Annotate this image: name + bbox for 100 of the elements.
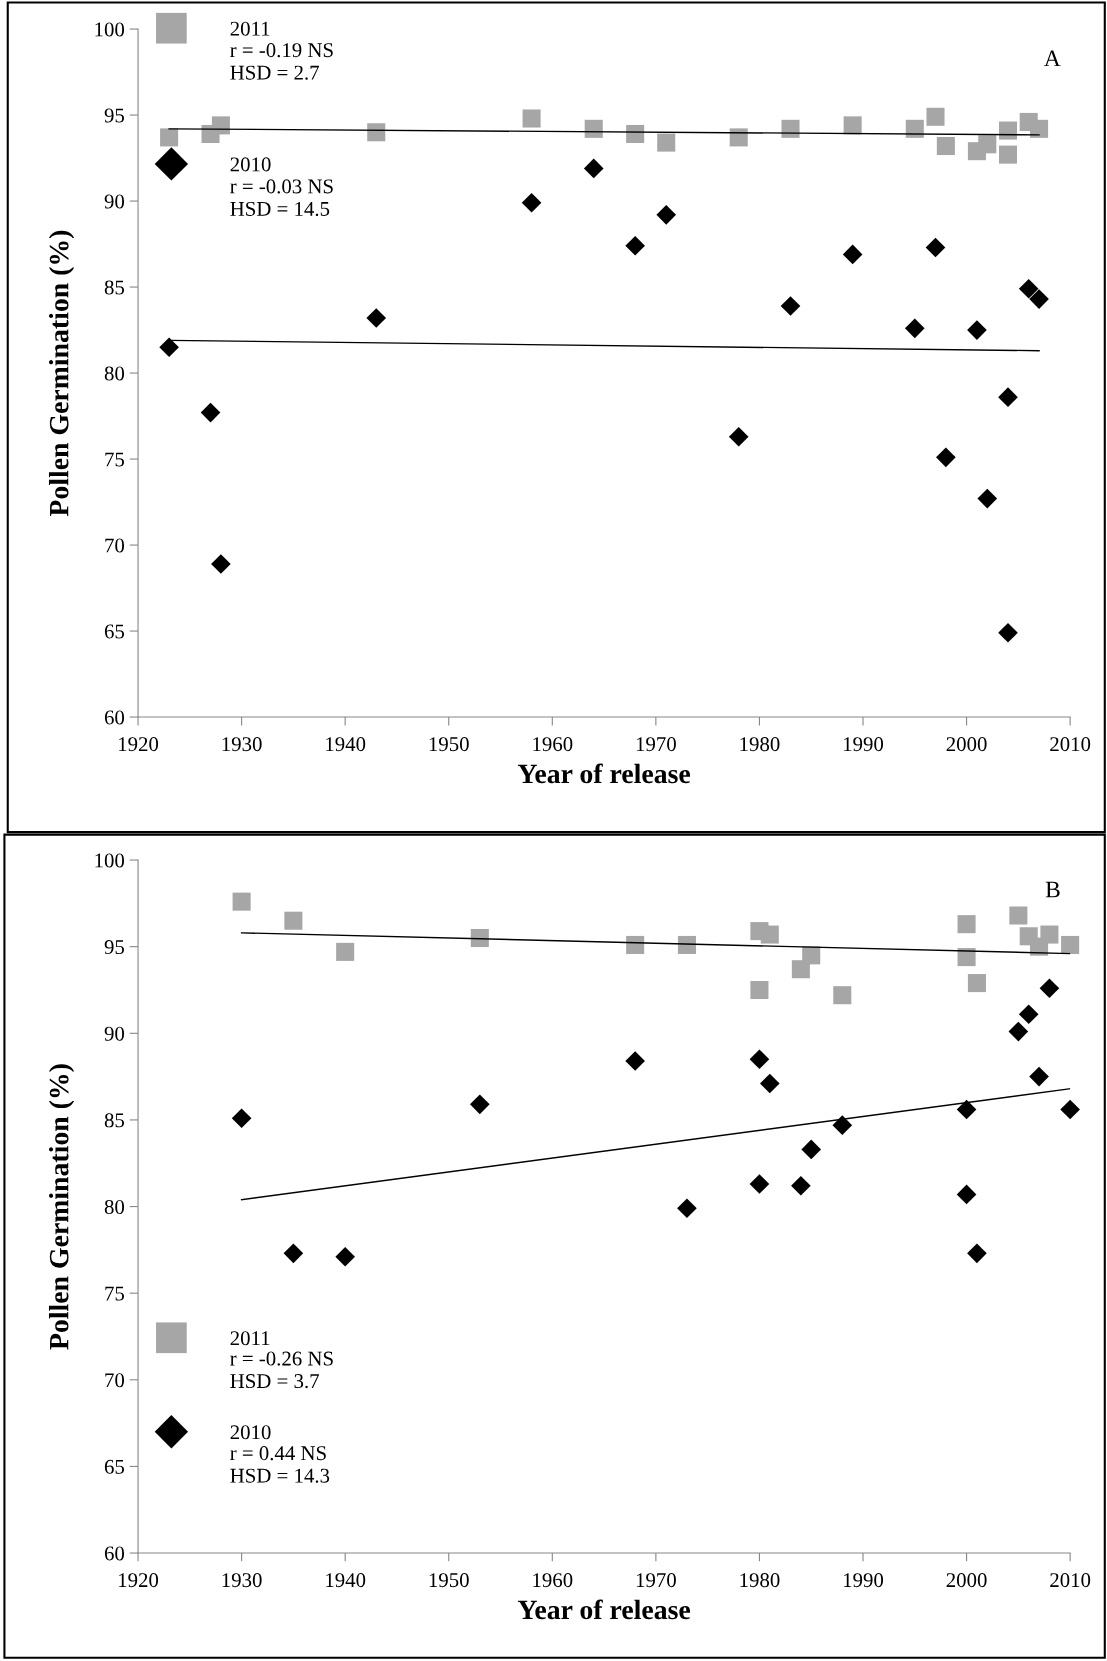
point [1008, 1021, 1029, 1042]
x-tick-label: 1950 [429, 1573, 469, 1588]
x-tick-label: 1940 [326, 1573, 366, 1588]
point [791, 1175, 811, 1196]
annotation: r = -0.19 NS HSD = 2.7 [230, 43, 333, 80]
point [522, 109, 541, 128]
point [657, 133, 676, 152]
y-tick-label: 60 [104, 1546, 125, 1561]
point [656, 205, 677, 225]
point [957, 915, 976, 934]
point [967, 1243, 987, 1264]
x-axis-title: Year of release [517, 763, 691, 784]
x-tick-label: 1950 [429, 737, 469, 752]
point [749, 1174, 770, 1194]
x-tick-label: 1960 [533, 1573, 573, 1588]
x-tick-label: 2000 [946, 737, 987, 752]
point [284, 911, 303, 930]
point [469, 1094, 490, 1115]
y-tick-label: 80 [104, 1199, 125, 1214]
point [626, 935, 645, 954]
y-tick-label: 70 [105, 1373, 125, 1388]
point [780, 296, 801, 316]
x-tick-label: 1990 [844, 737, 884, 752]
x-tick-label: 2010 [1050, 1573, 1091, 1588]
point [366, 308, 387, 328]
legend-label: 2010 [230, 157, 271, 172]
point [998, 121, 1018, 140]
x-axis-title: Year of release [517, 1599, 691, 1620]
point [1018, 278, 1039, 299]
x-tick-label: 1970 [636, 1573, 676, 1588]
point [232, 892, 251, 911]
point [1029, 1066, 1049, 1087]
point [231, 1108, 252, 1129]
point [584, 119, 603, 138]
legend-label: 2011 [230, 1331, 270, 1346]
point [925, 237, 946, 258]
point [832, 1115, 853, 1135]
point [1029, 289, 1049, 309]
x-tick-label: 2000 [946, 1573, 987, 1588]
x-tick-label: 1930 [222, 737, 262, 752]
point [1039, 978, 1060, 999]
x-tick-label: 1920 [119, 737, 159, 752]
point [956, 1099, 977, 1120]
point [749, 1049, 770, 1070]
x-tick-label: 1960 [533, 737, 573, 752]
point [1030, 119, 1049, 138]
point [583, 158, 604, 179]
point [625, 235, 645, 256]
y-tick-label: 70 [105, 538, 125, 553]
y-tick-label: 95 [104, 940, 125, 955]
y-tick-label: 65 [104, 624, 125, 639]
point [843, 116, 862, 135]
point [926, 107, 945, 126]
point [801, 1139, 822, 1160]
point [335, 1246, 355, 1267]
legend-label: 2011 [230, 21, 270, 36]
point [967, 974, 986, 993]
point [211, 554, 231, 574]
y-axis-title: Pollen Germination (%) [48, 1064, 75, 1350]
point [759, 1073, 780, 1094]
point [750, 980, 769, 1000]
point [904, 318, 925, 339]
y-tick-label: 65 [104, 1459, 125, 1474]
point [200, 402, 221, 423]
point [1061, 935, 1080, 954]
x-tick-label: 2010 [1050, 737, 1091, 752]
point [336, 942, 355, 961]
point [936, 447, 956, 468]
point [842, 244, 863, 265]
point [1009, 906, 1028, 925]
point [956, 1184, 977, 1205]
x-tick-label: 1930 [222, 1573, 262, 1588]
y-tick-label: 75 [105, 452, 125, 467]
legend-label: 2010 [230, 1425, 271, 1440]
point [1060, 1099, 1080, 1120]
point [791, 960, 810, 979]
annotation: r = -0.26 NS HSD = 3.7 [230, 1351, 333, 1389]
text: A [1044, 50, 1061, 67]
point [978, 135, 997, 154]
annotation: r = -0.03 NS HSD = 14.5 [230, 179, 333, 217]
x-tick-label: 1920 [119, 1573, 159, 1588]
point [728, 426, 749, 447]
annotation: r = 0.44 NS HSD = 14.3 [230, 1446, 330, 1483]
y-tick-label: 90 [104, 194, 125, 209]
point [211, 116, 230, 135]
point [998, 387, 1018, 407]
x-tick-label: 1940 [326, 737, 366, 752]
y-tick-label: 100 [95, 22, 125, 37]
y-tick-label: 85 [104, 280, 125, 295]
x-tick-label: 1970 [636, 737, 676, 752]
y-tick-label: 80 [104, 366, 125, 381]
text: B [1045, 881, 1060, 898]
point [760, 925, 779, 944]
y-tick-label: 75 [105, 1286, 125, 1301]
y-axis-title: Pollen Germination (%) [48, 230, 75, 517]
point [833, 986, 852, 1005]
point [1040, 925, 1059, 944]
point [1018, 1004, 1039, 1025]
point [625, 1051, 645, 1071]
y-tick-label: 60 [104, 710, 125, 725]
